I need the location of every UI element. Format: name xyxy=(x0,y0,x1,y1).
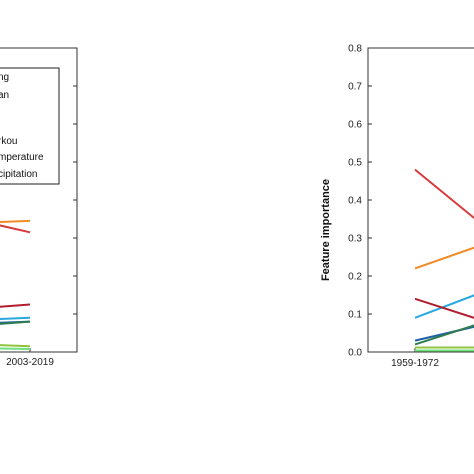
right-y-tick-label: 0.1 xyxy=(348,310,362,321)
right-series-line xyxy=(414,324,474,346)
right-y-tick-label: 0.0 xyxy=(348,348,362,359)
left-chart: 2003-2019 ng an rkou mperature cipitation xyxy=(0,47,78,368)
right-y-axis-title: Feature importance xyxy=(320,179,332,281)
left-series-line xyxy=(0,303,31,308)
right-x-tick-label: 1959-1972 xyxy=(391,358,439,369)
right-y-tick-label: 0.5 xyxy=(348,158,362,169)
right-series-line xyxy=(414,297,474,319)
right-y-tick-label: 0.6 xyxy=(348,120,362,131)
left-legend-entry: an xyxy=(0,90,9,101)
left-series-line xyxy=(0,316,31,320)
left-series-line xyxy=(0,347,31,350)
left-series-line xyxy=(0,320,31,325)
left-legend-entry: rkou xyxy=(0,136,17,147)
right-y-tick-label: 0.2 xyxy=(348,272,362,283)
right-y-tick-label: 0.8 xyxy=(348,44,362,55)
right-series-line xyxy=(414,246,474,270)
left-x-tick-label: 2003-2019 xyxy=(6,357,54,368)
left-legend-entry: cipitation xyxy=(0,169,37,180)
right-chart: 0.0 0.1 0.2 0.3 0.4 0.5 0.6 0.7 0.8 1959-1972 Feat… xyxy=(320,44,474,369)
left-series-line xyxy=(0,224,31,234)
right-y-tick-label: 0.3 xyxy=(348,234,362,245)
left-legend-box xyxy=(0,67,60,185)
right-series-line xyxy=(414,294,474,319)
left-legend-entry: ng xyxy=(0,72,9,83)
left-series-line xyxy=(0,344,31,348)
left-legend-entry: mperature xyxy=(0,152,44,163)
right-series-line xyxy=(414,168,474,220)
right-y-tick-label: 0.4 xyxy=(348,196,362,207)
left-series-line xyxy=(0,219,31,224)
right-plot-frame xyxy=(367,47,474,353)
right-y-tick-label: 0.7 xyxy=(348,82,362,93)
